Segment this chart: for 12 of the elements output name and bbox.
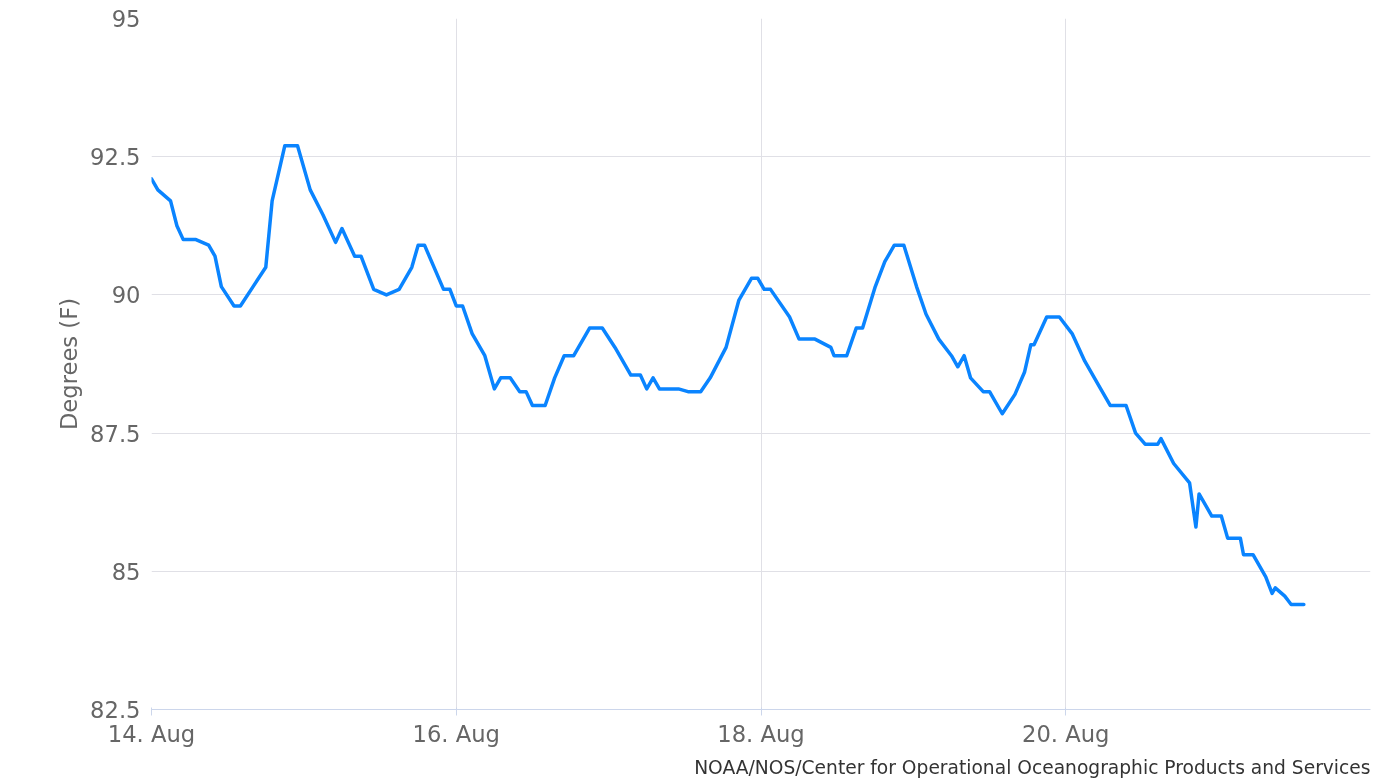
x-tick-label: 18. Aug (717, 720, 805, 747)
x-tick-label: 20. Aug (1022, 720, 1110, 747)
x-tick-label: 14. Aug (107, 720, 196, 747)
y-tick-label: 95 (111, 6, 141, 32)
y-tick-label: 92.5 (90, 144, 141, 171)
y-tick-label: 85 (111, 558, 141, 585)
y-tick-label: 90 (111, 282, 141, 309)
y-tick-label: 82.5 (90, 697, 141, 723)
x-tick-label: 16. Aug (412, 720, 500, 747)
y-tick-label: 87.5 (90, 420, 141, 447)
text: NOAA/NOS/Center for Operational Oceanographic Products and Services (694, 756, 1371, 778)
y-axis-title: Degrees (F) (56, 297, 83, 431)
